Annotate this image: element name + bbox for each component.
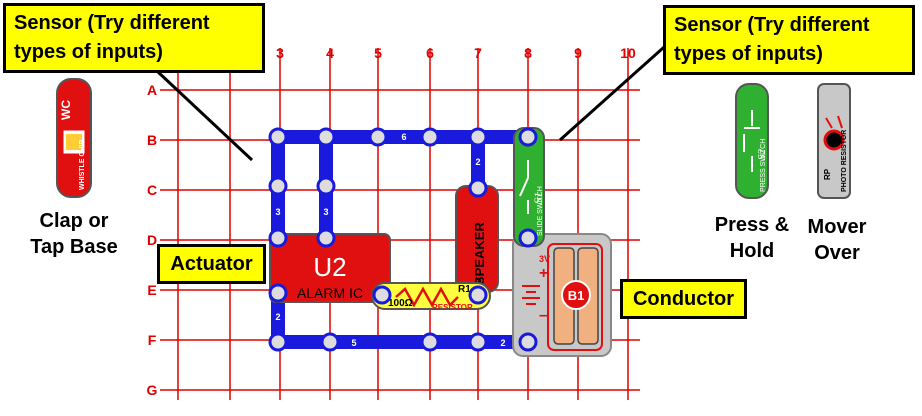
press-switch-part: S2 PRESS SWITCH bbox=[735, 83, 769, 199]
press-caption: Press & Hold bbox=[700, 212, 804, 264]
callout-pointer-right bbox=[559, 38, 673, 142]
speaker-name: SPEAKER bbox=[472, 222, 487, 285]
col-label-10: 10 bbox=[620, 45, 636, 61]
battery-minus: – bbox=[539, 307, 548, 324]
battery-voltage: 3V bbox=[539, 254, 550, 264]
whistle-chip-part: WC WHISTLE CHIP bbox=[56, 78, 92, 198]
col-label-7: 7 bbox=[474, 45, 482, 61]
row-label-g: G bbox=[147, 382, 158, 398]
press-switch-name: PRESS SWITCH bbox=[760, 139, 767, 192]
resistor-zigzag-icon bbox=[395, 286, 459, 308]
battery-plus: + bbox=[539, 265, 548, 282]
press-switch-code: S2 bbox=[756, 149, 768, 161]
col-label-6: 6 bbox=[426, 45, 434, 61]
clap-caption-line2: Tap Base bbox=[30, 236, 118, 258]
callout-pointer-left bbox=[156, 70, 254, 162]
press-caption-line1: Press & bbox=[714, 214, 790, 236]
actuator-callout: Actuator bbox=[157, 244, 266, 284]
speaker-part: SPEAKER SP bbox=[455, 185, 499, 295]
sensor-callout-right-line2: types of inputs) bbox=[674, 43, 823, 65]
col-label-4: 4 bbox=[326, 45, 334, 61]
col-label-8: 8 bbox=[524, 45, 532, 61]
battery-part: B1 3V + – bbox=[512, 233, 612, 357]
snap-connectors bbox=[268, 127, 538, 352]
row-label-e: E bbox=[147, 282, 156, 298]
clap-caption: Clap or Tap Base bbox=[6, 208, 142, 260]
wire-label-b-top: 6 bbox=[401, 132, 406, 142]
row-label-a: A bbox=[147, 82, 157, 98]
col-label-9: 9 bbox=[574, 45, 582, 61]
wire-label-left-vertical: 3 bbox=[275, 207, 280, 217]
alarm-ic-name: ALARM IC bbox=[297, 285, 363, 301]
sensor-callout-left-line1: Sensor (Try different bbox=[14, 12, 210, 34]
wire-label-bottom-right: 2 bbox=[500, 338, 505, 348]
whistle-chip-name: WHISTLE CHIP bbox=[79, 140, 86, 190]
sensor-callout-right-line1: Sensor (Try different bbox=[674, 14, 870, 36]
col-label-5: 5 bbox=[374, 45, 382, 61]
sensor-callout-left-line2: types of inputs) bbox=[14, 41, 163, 63]
alarm-ic-code: U2 bbox=[313, 252, 346, 282]
alarm-ic-part: U2 ALARM IC bbox=[269, 233, 391, 303]
press-caption-line2: Hold bbox=[729, 240, 775, 262]
battery-icon bbox=[522, 285, 540, 305]
sensor-callout-left: Sensor (Try different types of inputs) bbox=[3, 3, 265, 73]
wire-label-inner-vertical: 3 bbox=[323, 207, 328, 217]
row-label-f: F bbox=[148, 332, 157, 348]
row-label-d: D bbox=[147, 232, 157, 248]
wire-label-right-vertical: 2 bbox=[475, 157, 480, 167]
col-label-3: 3 bbox=[276, 45, 284, 61]
photo-resistor-icon bbox=[823, 115, 845, 151]
slide-switch-name: SLIDE SWITCH bbox=[537, 186, 544, 236]
slide-switch-code: S1 bbox=[531, 192, 545, 204]
mover-caption: Mover Over bbox=[792, 214, 882, 266]
resistor-code: R1 bbox=[458, 284, 471, 295]
resistor-name: RESISTOR bbox=[432, 303, 473, 312]
mover-caption-line1: Mover bbox=[807, 216, 867, 238]
resistor-part: 100Ω R1 RESISTOR bbox=[371, 282, 491, 312]
press-switch-icon bbox=[743, 110, 760, 172]
sensor-callout-right: Sensor (Try different types of inputs) bbox=[663, 5, 915, 75]
wire-label-left-bottom: 2 bbox=[275, 312, 280, 322]
photo-resistor-name: PHOTO RESISTOR bbox=[841, 130, 848, 192]
mover-caption-line2: Over bbox=[814, 242, 860, 264]
battery-code: B1 bbox=[568, 288, 585, 303]
resistor-value: 100Ω bbox=[388, 298, 413, 309]
whistle-chip-code: WC bbox=[59, 100, 73, 120]
row-label-c: C bbox=[147, 182, 157, 198]
conductor-callout: Conductor bbox=[620, 279, 747, 319]
photo-resistor-part: RP PHOTO RESISTOR bbox=[817, 83, 851, 199]
clap-caption-line1: Clap or bbox=[39, 210, 109, 232]
wire-label-bottom: 5 bbox=[351, 338, 356, 348]
row-label-b: B bbox=[147, 132, 157, 148]
photo-resistor-code: RP bbox=[823, 168, 832, 180]
